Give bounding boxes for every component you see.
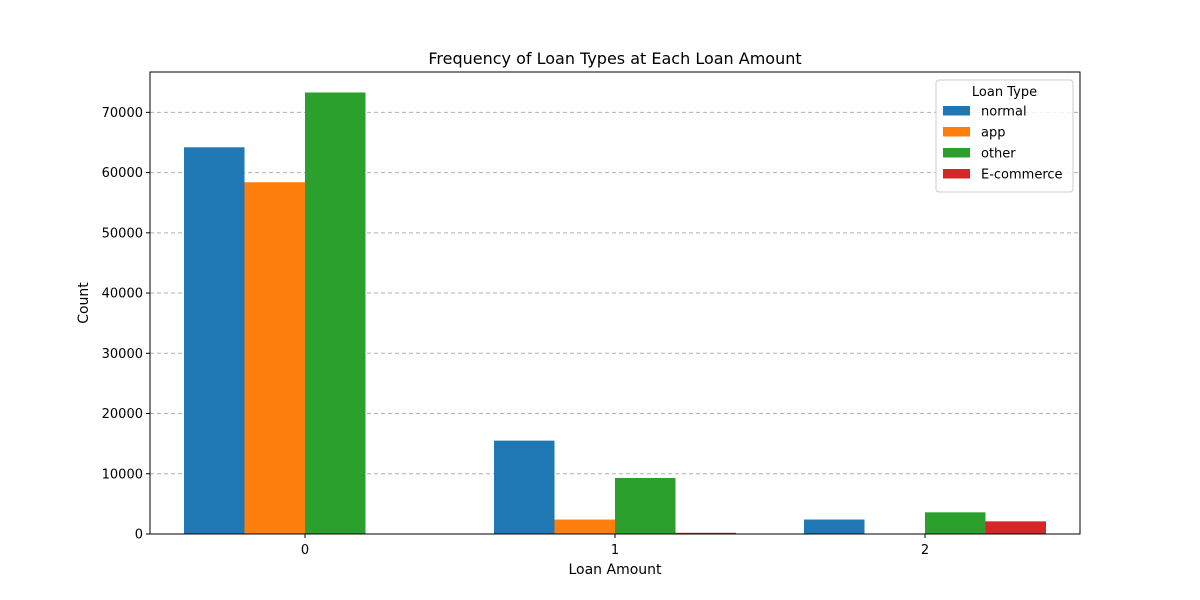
chart-title: Frequency of Loan Types at Each Loan Amo… — [428, 49, 801, 68]
legend-swatch — [943, 169, 970, 179]
y-tick-label: 30000 — [102, 347, 143, 362]
y-tick-label: 50000 — [102, 226, 143, 241]
legend-swatch — [943, 127, 970, 137]
y-tick-label: 10000 — [102, 467, 143, 482]
bar-other-0 — [305, 92, 366, 534]
bars — [184, 92, 1046, 535]
bar-normal-1 — [494, 440, 555, 534]
y-axis-label: Count — [76, 282, 92, 324]
legend-entry: other — [981, 147, 1016, 162]
legend-box — [935, 79, 1074, 193]
bar-app-1 — [554, 519, 615, 534]
y-tick-label: 20000 — [102, 407, 143, 422]
x-tick-label: 2 — [921, 543, 929, 558]
bar-normal-0 — [184, 147, 245, 535]
bar-app-0 — [244, 182, 305, 534]
legend-entry: E-commerce — [981, 168, 1063, 183]
legend-swatch — [943, 106, 970, 116]
y-tick-label: 60000 — [102, 166, 143, 181]
y-tick-label: 70000 — [102, 106, 143, 121]
legend-title: Loan Type — [972, 85, 1037, 100]
y-tick-label: 40000 — [102, 287, 143, 302]
legend: Loan Type normal app other E-commerce — [935, 79, 1074, 193]
x-tick-label: 0 — [301, 543, 309, 558]
x-axis-label: Loan Amount — [568, 562, 662, 578]
bar-e-commerce-1 — [675, 532, 736, 534]
x-tick-label: 1 — [611, 543, 619, 558]
legend-items: normal app other E-commerce — [943, 105, 1063, 183]
bar-other-2 — [925, 512, 986, 534]
legend-entry: app — [981, 126, 1005, 141]
y-tick-label: 0 — [135, 528, 143, 543]
bar-other-1 — [615, 477, 676, 534]
legend-entry: normal — [981, 105, 1027, 120]
x-axis: 0 1 2 — [301, 534, 929, 558]
bar-e-commerce-2 — [985, 521, 1046, 534]
bar-normal-2 — [804, 519, 865, 534]
legend-swatch — [943, 148, 970, 158]
y-axis: 0 10000 20000 30000 40000 50000 60000 70000 — [102, 106, 150, 543]
